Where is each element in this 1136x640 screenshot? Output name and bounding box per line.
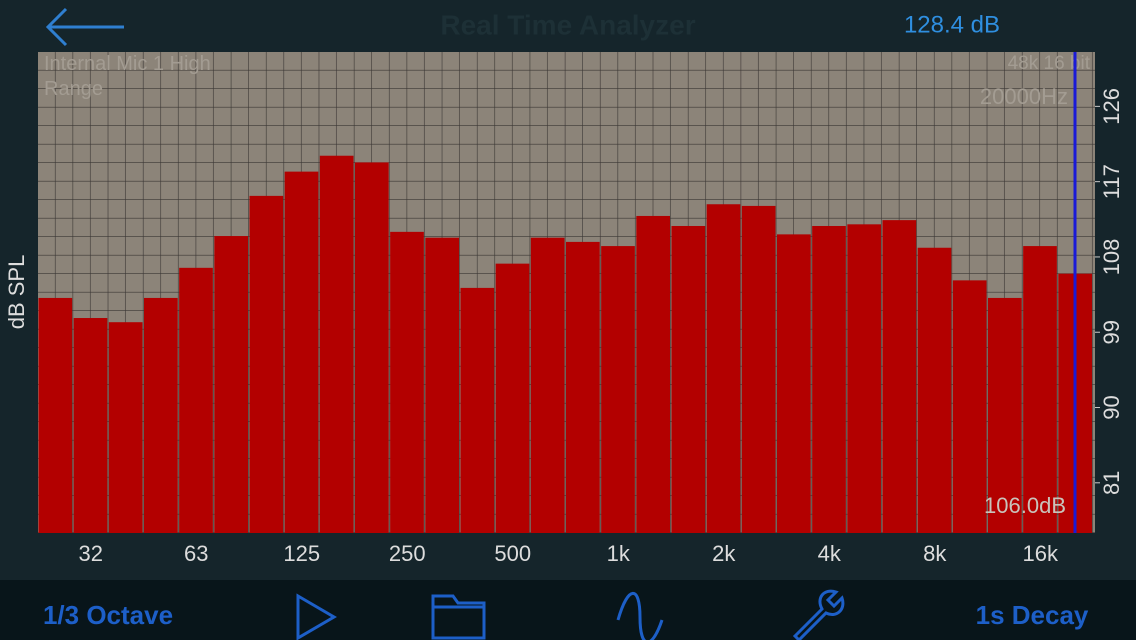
bar <box>284 171 319 533</box>
bar <box>214 236 248 533</box>
resolution-button[interactable]: 1/3 Octave <box>43 600 173 630</box>
x-tick-label: 1k <box>607 541 631 566</box>
y-tick-label: 126 <box>1099 88 1124 125</box>
x-tick-label: 2k <box>712 541 736 566</box>
settings-button[interactable] <box>792 589 845 640</box>
bar <box>777 234 811 533</box>
format-label: 48k 16 bit <box>1008 53 1091 74</box>
bar <box>812 225 846 533</box>
x-tick-label: 63 <box>184 541 208 566</box>
cursor-level: 106.0dB <box>984 493 1066 518</box>
y-tick-label: 117 <box>1099 164 1124 199</box>
bar <box>530 237 565 533</box>
bar <box>249 195 284 533</box>
y-tick-label: 90 <box>1099 395 1124 419</box>
cursor-frequency: 20000Hz <box>980 84 1068 109</box>
bar <box>882 220 917 533</box>
toolbar <box>0 580 1136 640</box>
bar <box>73 318 108 533</box>
y-tick-label: 108 <box>1099 239 1124 276</box>
bar <box>179 267 213 533</box>
bar <box>706 204 741 534</box>
input-label: Internal Mic 1 High Range <box>44 53 211 100</box>
bar <box>917 247 952 533</box>
y-tick-label: 99 <box>1099 320 1124 344</box>
bar <box>988 297 1022 533</box>
x-tick-label: 4k <box>818 541 842 566</box>
x-tick-label: 16k <box>1023 541 1059 566</box>
bar <box>108 322 143 533</box>
y-axis-label: dB SPL <box>4 255 29 330</box>
folder-button[interactable] <box>431 594 486 640</box>
bar <box>495 263 530 533</box>
play-button[interactable] <box>296 593 337 640</box>
x-tick-label: 8k <box>923 541 947 566</box>
signal-button[interactable] <box>616 592 664 640</box>
y-tick-label: 81 <box>1099 471 1124 495</box>
input-label-box: Internal Mic 1 High Range <box>44 53 211 100</box>
screen-title: Real Time Analyzer <box>440 9 695 40</box>
bar <box>741 205 776 534</box>
bar <box>671 225 706 533</box>
bar <box>460 287 495 533</box>
decay-button[interactable]: 1s Decay <box>976 600 1089 630</box>
back-button[interactable] <box>45 7 124 47</box>
bars <box>38 155 1092 534</box>
bar <box>319 155 354 533</box>
bar <box>425 237 459 533</box>
bar <box>601 246 635 533</box>
level-readout: 128.4 dB <box>904 11 1000 38</box>
x-tick-label: 500 <box>494 541 531 566</box>
bar <box>355 162 389 533</box>
x-tick-label: 32 <box>79 541 103 566</box>
x-tick-label: 125 <box>283 541 320 566</box>
bar <box>847 224 881 533</box>
bar <box>38 297 73 533</box>
bar <box>566 241 600 533</box>
bar <box>390 231 424 533</box>
bar <box>952 280 987 533</box>
x-tick-label: 250 <box>389 541 426 566</box>
bar <box>1023 246 1057 533</box>
bar <box>636 215 670 534</box>
bar <box>144 297 178 533</box>
